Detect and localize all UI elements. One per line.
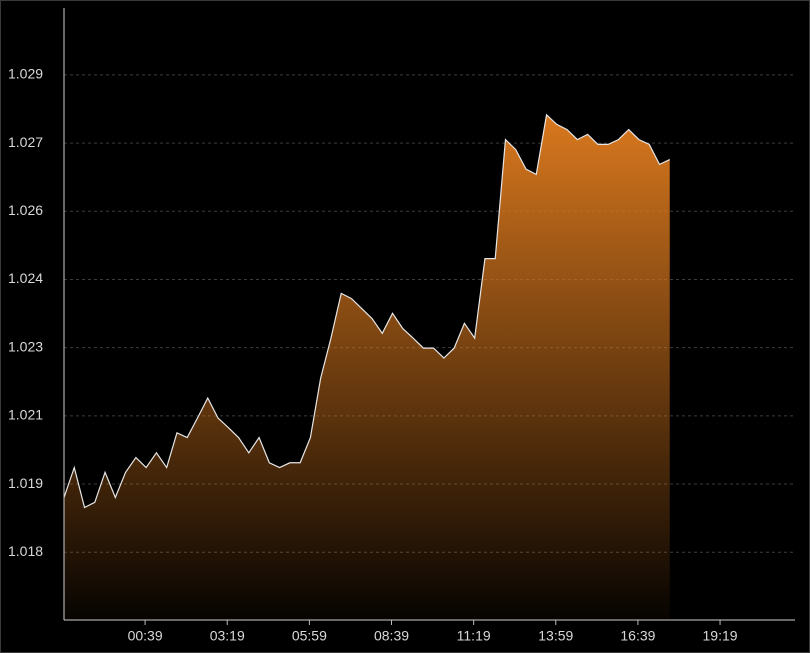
x-tick-label: 11:19 xyxy=(457,628,491,644)
y-tick-label: 1.023 xyxy=(8,338,43,354)
line xyxy=(63,113,670,509)
x-tick-label: 13:59 xyxy=(538,628,573,644)
y-tick-label: 1.019 xyxy=(8,475,43,491)
x-tick-label: 00:39 xyxy=(128,628,163,644)
y-tick-label: 1.027 xyxy=(8,134,43,150)
area xyxy=(64,114,670,620)
y-tick-label: 1.018 xyxy=(8,543,43,559)
y-tick-label: 1.026 xyxy=(8,202,43,218)
y-tick-label: 1.021 xyxy=(8,407,43,423)
x-tick-label: 03:19 xyxy=(210,628,245,644)
x-tick-label: 08:39 xyxy=(374,628,409,644)
x-tick-label: 16:39 xyxy=(620,628,655,644)
y-tick-label: 1.029 xyxy=(8,66,43,82)
x-tick-label: 19:19 xyxy=(703,628,738,644)
y-tick-label: 1.024 xyxy=(8,270,43,286)
x-tick-label: 05:59 xyxy=(292,628,327,644)
